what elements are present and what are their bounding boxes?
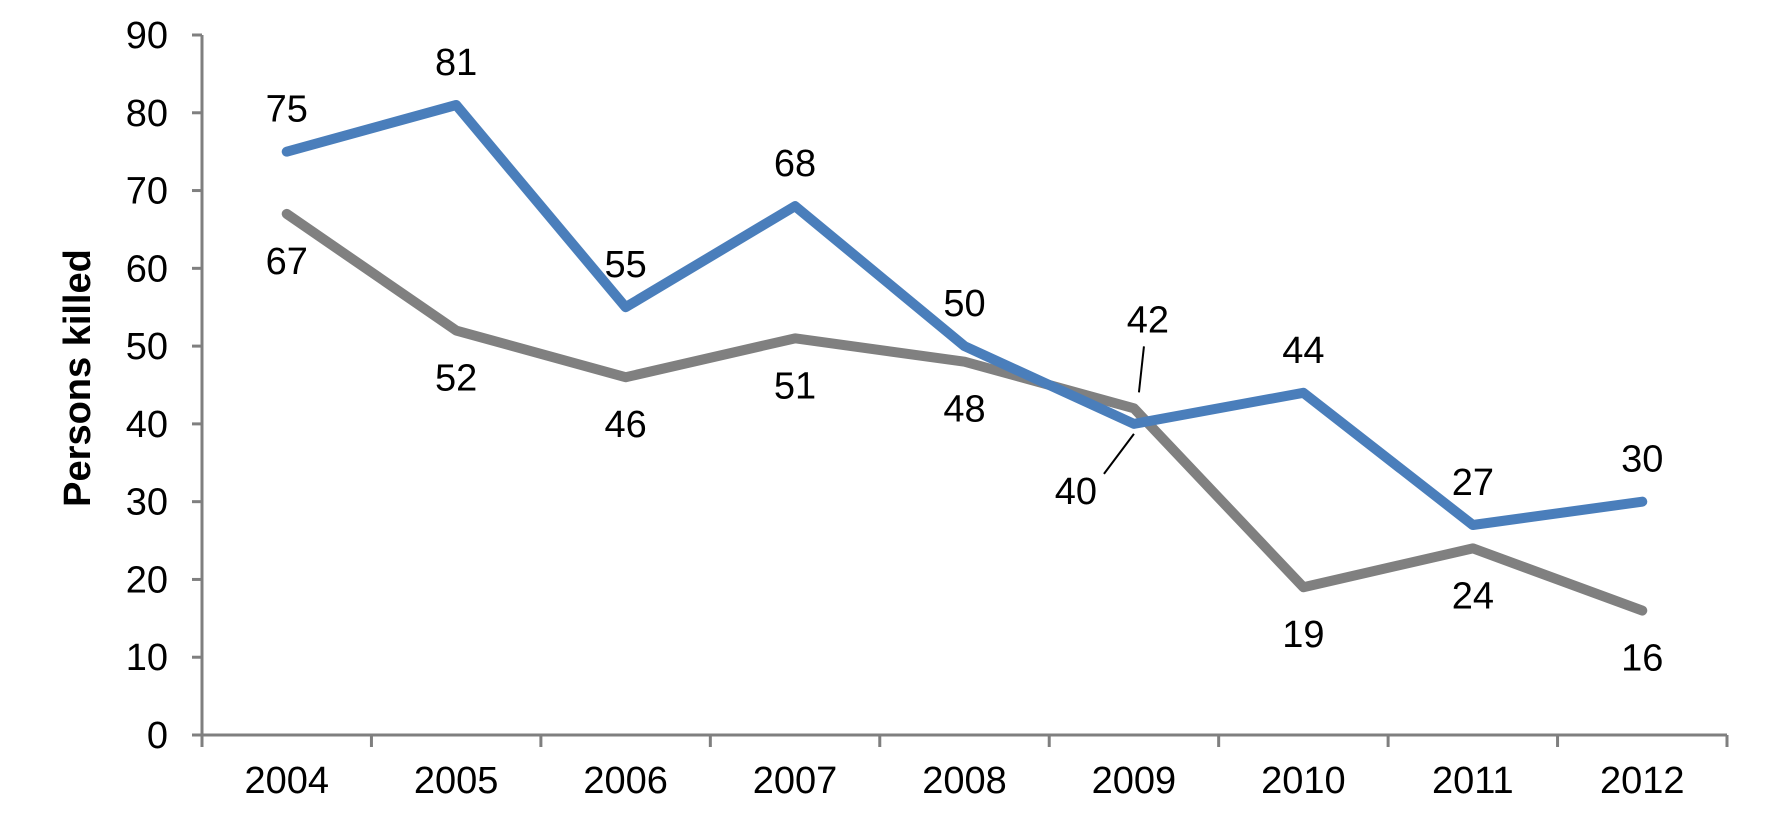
x-tick-label: 2008 bbox=[922, 760, 1007, 802]
data-label: 42 bbox=[1127, 299, 1169, 341]
x-tick-label: 2009 bbox=[1092, 760, 1177, 802]
axes bbox=[200, 35, 1727, 737]
x-tick-label: 2006 bbox=[583, 760, 668, 802]
data-label: 81 bbox=[435, 42, 477, 84]
data-label: 30 bbox=[1621, 439, 1663, 481]
data-label: 51 bbox=[774, 365, 816, 407]
y-tick-label: 10 bbox=[126, 637, 168, 679]
series-group bbox=[281, 100, 1648, 616]
y-tick-label: 60 bbox=[126, 248, 168, 290]
data-label: 48 bbox=[943, 389, 985, 431]
data-label: 27 bbox=[1452, 462, 1494, 504]
data-label: 50 bbox=[943, 283, 985, 325]
data-label: 24 bbox=[1452, 575, 1494, 617]
x-tick-label: 2005 bbox=[414, 760, 499, 802]
y-tick-label: 50 bbox=[126, 326, 168, 368]
y-axis-ticks: 0 10 20 30 40 50 60 70 80 90 bbox=[126, 15, 202, 757]
y-axis-title: Persons killed bbox=[57, 249, 99, 507]
data-label: 52 bbox=[435, 358, 477, 400]
y-tick-label: 0 bbox=[147, 715, 168, 757]
data-label-leader bbox=[1137, 346, 1145, 393]
series-line-2 bbox=[281, 208, 1648, 616]
data-label: 40 bbox=[1055, 471, 1097, 513]
data-label: 46 bbox=[604, 404, 646, 446]
x-axis-ticks: 2004 2005 2006 2007 2008 2009 2010 2011 2012 bbox=[200, 735, 1729, 802]
x-tick-label: 2012 bbox=[1600, 760, 1685, 802]
data-label-leader bbox=[1103, 433, 1135, 475]
data-labels: 75 81 55 68 50 40 44 27 30 67 52 46 51 48 42 19 24 16 bbox=[266, 42, 1664, 680]
y-tick-label: 90 bbox=[126, 15, 168, 57]
y-axis-title-group: Persons killed bbox=[57, 249, 99, 507]
series-line-1 bbox=[281, 100, 1648, 530]
data-label: 68 bbox=[774, 143, 816, 185]
data-label: 75 bbox=[266, 89, 308, 131]
data-label: 44 bbox=[1282, 330, 1324, 372]
y-tick-label: 40 bbox=[126, 404, 168, 446]
y-tick-label: 70 bbox=[126, 171, 168, 213]
y-tick-label: 20 bbox=[126, 559, 168, 601]
y-tick-label: 80 bbox=[126, 93, 168, 135]
data-label: 67 bbox=[266, 241, 308, 283]
y-tick-label: 30 bbox=[126, 482, 168, 524]
x-tick-label: 2004 bbox=[244, 760, 329, 802]
data-label: 19 bbox=[1282, 614, 1324, 656]
x-tick-label: 2007 bbox=[753, 760, 838, 802]
x-tick-label: 2010 bbox=[1261, 760, 1346, 802]
x-tick-label: 2011 bbox=[1432, 760, 1514, 802]
data-label: 16 bbox=[1621, 638, 1663, 680]
data-label: 55 bbox=[604, 244, 646, 286]
